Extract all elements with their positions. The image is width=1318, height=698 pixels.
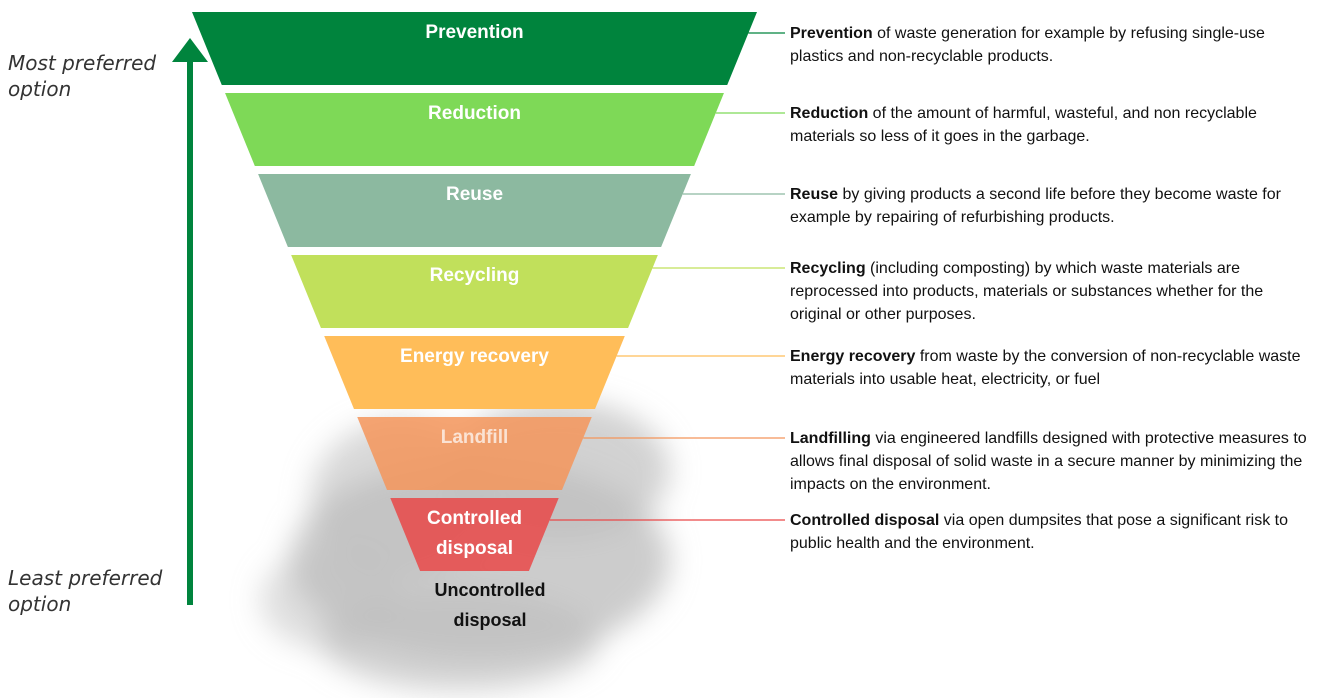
term: Prevention xyxy=(790,25,873,42)
level-description: Landfilling via engineered landfills des… xyxy=(790,427,1310,496)
term: Energy recovery xyxy=(790,348,915,365)
level-label: Prevention xyxy=(395,18,555,48)
term: Recycling xyxy=(790,260,866,277)
term: Landfilling xyxy=(790,430,871,447)
level-label: Reuse xyxy=(395,180,555,210)
level-label: Energy recovery xyxy=(395,342,555,372)
level-label: Landfill xyxy=(395,423,555,453)
level-label: Reduction xyxy=(395,99,555,129)
level-description: Energy recovery from waste by the conver… xyxy=(790,345,1310,391)
level-description: Prevention of waste generation for examp… xyxy=(790,22,1310,68)
arrow-head xyxy=(172,38,208,62)
level-description: Recycling (including composting) by whic… xyxy=(790,257,1310,326)
level-label: Recycling xyxy=(395,261,555,291)
page: Most preferred option Least preferred op… xyxy=(0,0,1318,698)
term: Reuse xyxy=(790,186,838,203)
term: Controlled disposal xyxy=(790,512,939,529)
bottom-level-label: Uncontrolled disposal xyxy=(410,575,570,635)
level-description: Reuse by giving products a second life b… xyxy=(790,183,1310,229)
level-label: Controlled disposal xyxy=(395,504,555,564)
level-description: Reduction of the amount of harmful, wast… xyxy=(790,102,1310,148)
description-text: by giving products a second life before … xyxy=(790,186,1281,226)
level-description: Controlled disposal via open dumpsites t… xyxy=(790,509,1310,555)
term: Reduction xyxy=(790,105,868,122)
bottom-label: Least preferred option xyxy=(8,565,168,617)
top-label: Most preferred option xyxy=(8,50,168,102)
